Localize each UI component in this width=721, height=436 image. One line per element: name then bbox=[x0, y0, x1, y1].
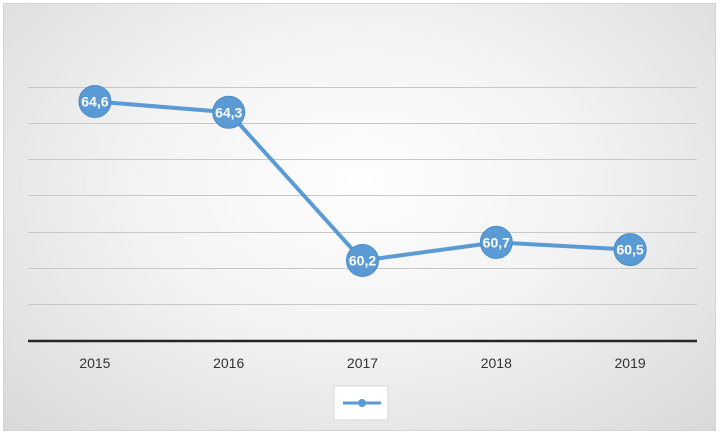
data-label: 64,3 bbox=[215, 104, 242, 120]
legend bbox=[333, 385, 389, 421]
x-tick-label: 2015 bbox=[79, 355, 110, 371]
legend-marker bbox=[358, 399, 366, 407]
data-label: 60,5 bbox=[616, 242, 643, 258]
gridlines bbox=[28, 87, 697, 305]
x-tick-label: 2017 bbox=[347, 355, 378, 371]
data-label: 64,6 bbox=[81, 93, 108, 109]
data-label: 60,2 bbox=[349, 252, 376, 268]
data-label: 60,7 bbox=[483, 234, 510, 250]
x-tick-label: 2018 bbox=[481, 355, 512, 371]
data-point bbox=[346, 243, 379, 277]
data-point bbox=[613, 233, 647, 267]
data-point bbox=[212, 95, 246, 129]
x-tick-label: 2019 bbox=[615, 355, 646, 371]
data-point bbox=[78, 84, 112, 118]
chart-area bbox=[3, 3, 716, 431]
x-tick-labels: 2015 2016 2017 2018 2019 bbox=[79, 355, 646, 371]
x-tick-label: 2016 bbox=[213, 355, 244, 371]
data-point bbox=[479, 225, 513, 259]
data-points: 64,6 64,3 60,2 60,7 60,5 bbox=[78, 84, 647, 277]
series-line bbox=[94, 99, 631, 263]
